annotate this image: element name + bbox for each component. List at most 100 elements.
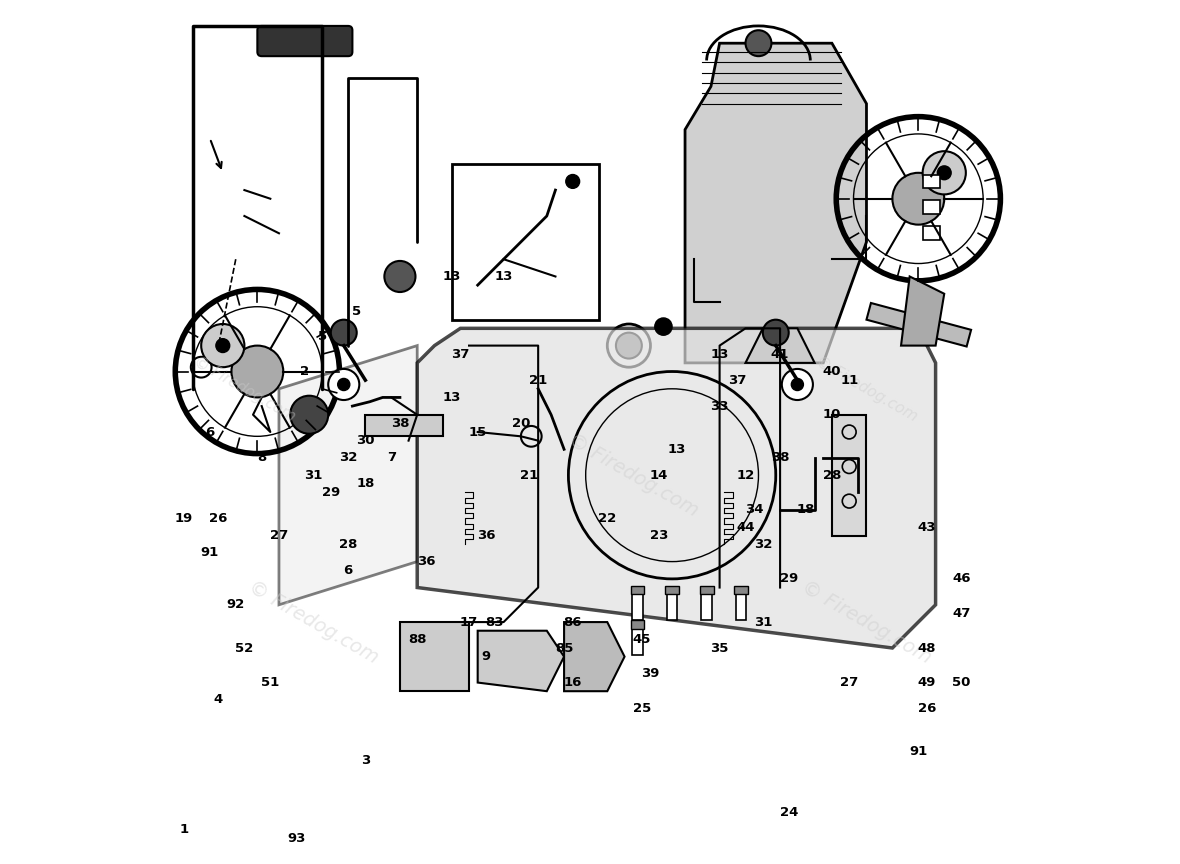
Text: 49: 49	[918, 676, 936, 689]
Text: 4: 4	[214, 693, 223, 707]
Text: 29: 29	[780, 572, 798, 586]
Text: 32: 32	[754, 537, 772, 551]
Text: 25: 25	[632, 702, 651, 715]
Text: 13: 13	[494, 270, 513, 283]
Bar	[666, 586, 678, 594]
Text: 91: 91	[910, 745, 927, 759]
Bar	[736, 594, 747, 620]
Text: 11: 11	[840, 373, 858, 387]
Text: 31: 31	[304, 468, 322, 482]
Text: 27: 27	[270, 529, 288, 543]
Text: 13: 13	[442, 391, 461, 404]
Text: © Firedog.com: © Firedog.com	[191, 353, 297, 424]
Circle shape	[937, 166, 951, 180]
Circle shape	[216, 339, 230, 353]
FancyBboxPatch shape	[452, 164, 598, 320]
Text: 37: 37	[451, 347, 470, 361]
Text: © Firedog.com: © Firedog.com	[798, 577, 935, 667]
Text: 91: 91	[201, 546, 219, 560]
Text: 92: 92	[227, 598, 245, 612]
Text: 5: 5	[352, 304, 361, 318]
Text: 6: 6	[343, 563, 353, 577]
Text: 93: 93	[287, 831, 306, 845]
Bar	[630, 586, 644, 594]
Text: 50: 50	[952, 676, 971, 689]
Text: 31: 31	[754, 615, 772, 629]
Text: 38: 38	[391, 416, 409, 430]
Bar	[632, 594, 643, 620]
Text: 41: 41	[771, 347, 789, 361]
Text: 48: 48	[918, 641, 936, 655]
Text: 8: 8	[257, 451, 267, 465]
Circle shape	[565, 175, 579, 188]
Circle shape	[330, 320, 356, 346]
Text: 2: 2	[301, 365, 309, 378]
Text: 18: 18	[356, 477, 374, 491]
Text: 36: 36	[417, 555, 435, 569]
Text: 39: 39	[641, 667, 660, 681]
Circle shape	[385, 261, 415, 292]
Bar	[923, 226, 940, 240]
Text: 3: 3	[361, 753, 371, 767]
Text: 52: 52	[235, 641, 254, 655]
Bar	[366, 415, 444, 436]
Bar	[701, 594, 712, 620]
Polygon shape	[902, 276, 944, 346]
Text: 23: 23	[650, 529, 668, 543]
Text: 24: 24	[780, 805, 798, 819]
Circle shape	[892, 173, 944, 225]
Text: 34: 34	[745, 503, 763, 517]
Text: 29: 29	[322, 486, 340, 499]
Text: 10: 10	[822, 408, 841, 422]
Text: 26: 26	[918, 702, 936, 715]
Text: 14: 14	[650, 468, 668, 482]
Text: 18: 18	[796, 503, 815, 517]
Text: 35: 35	[710, 641, 729, 655]
Polygon shape	[278, 346, 418, 605]
Text: 15: 15	[468, 425, 487, 439]
Text: 22: 22	[598, 511, 616, 525]
Text: 37: 37	[728, 373, 746, 387]
Text: © Firedog.com: © Firedog.com	[565, 430, 702, 520]
Text: 46: 46	[952, 572, 971, 586]
Polygon shape	[564, 622, 624, 691]
Text: 26: 26	[209, 511, 228, 525]
Text: 5: 5	[317, 330, 327, 344]
Text: 9: 9	[481, 650, 491, 664]
Text: 13: 13	[667, 442, 686, 456]
Text: 16: 16	[564, 676, 582, 689]
Circle shape	[746, 30, 772, 56]
Text: 36: 36	[477, 529, 496, 543]
Text: 32: 32	[339, 451, 358, 465]
Text: 12: 12	[736, 468, 755, 482]
Text: 30: 30	[356, 434, 374, 448]
FancyBboxPatch shape	[257, 26, 353, 56]
Circle shape	[202, 324, 244, 367]
Circle shape	[792, 378, 804, 391]
Circle shape	[655, 318, 673, 335]
Text: 86: 86	[564, 615, 582, 629]
Text: 21: 21	[529, 373, 548, 387]
Bar	[700, 586, 714, 594]
Text: 43: 43	[918, 520, 936, 534]
Polygon shape	[418, 328, 936, 648]
Polygon shape	[478, 631, 564, 691]
Text: 1: 1	[179, 823, 189, 836]
Text: 45: 45	[632, 632, 651, 646]
Text: 85: 85	[555, 641, 573, 655]
Circle shape	[616, 333, 642, 359]
Text: 19: 19	[175, 511, 194, 525]
Text: 28: 28	[339, 537, 358, 551]
Text: 83: 83	[486, 615, 504, 629]
Text: 7: 7	[387, 451, 395, 465]
Text: 51: 51	[261, 676, 280, 689]
Text: 47: 47	[952, 607, 971, 620]
Text: 13: 13	[442, 270, 461, 283]
Bar	[630, 620, 644, 629]
Circle shape	[762, 320, 788, 346]
Circle shape	[337, 378, 349, 391]
Text: 17: 17	[460, 615, 478, 629]
Polygon shape	[832, 415, 866, 536]
Text: 13: 13	[710, 347, 729, 361]
Bar	[923, 175, 940, 188]
